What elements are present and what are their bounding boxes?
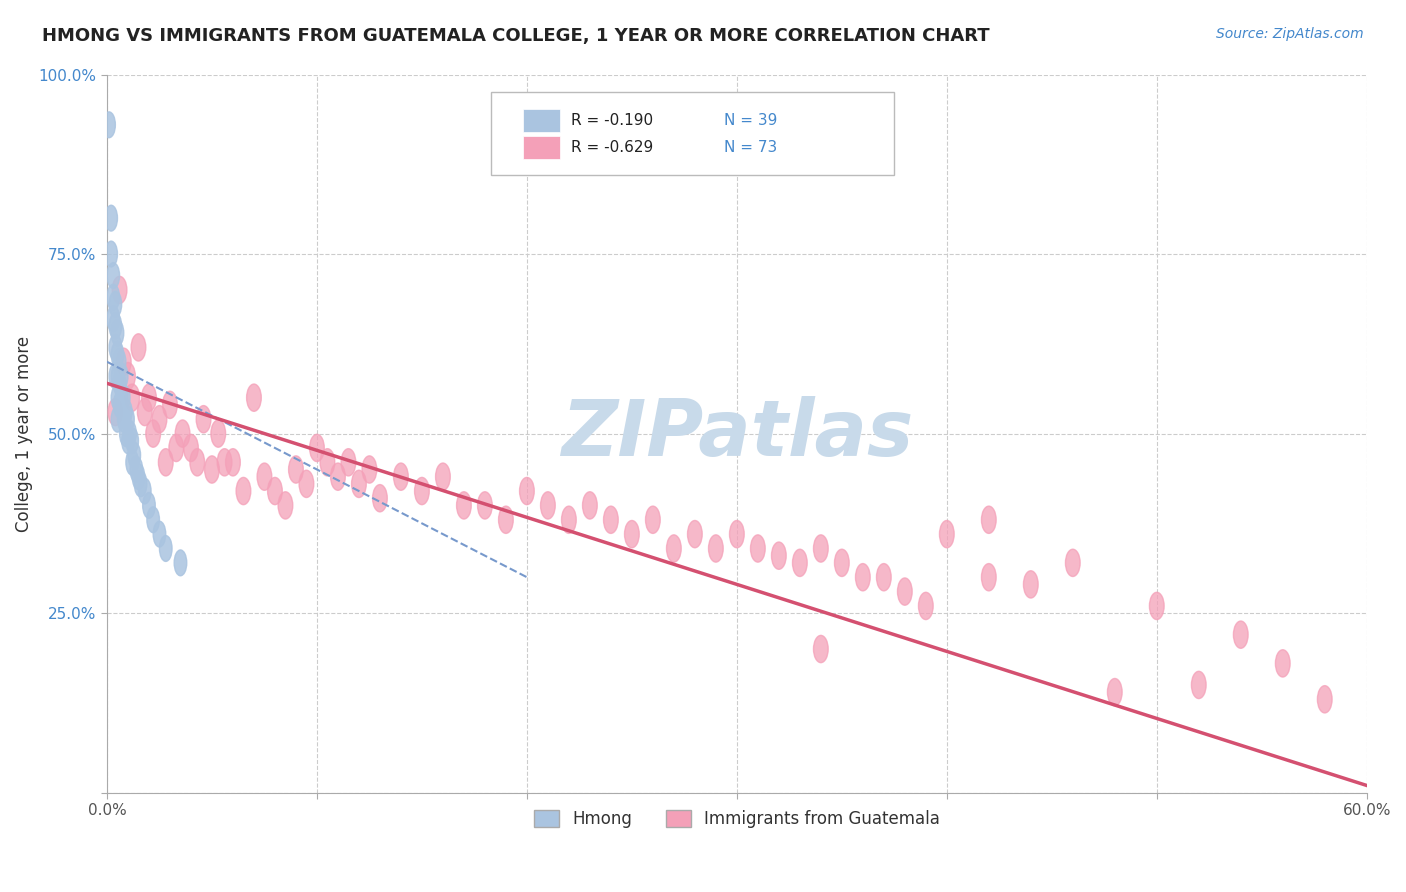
Bar — [523, 136, 561, 160]
FancyBboxPatch shape — [491, 93, 894, 175]
Text: ZIPatlas: ZIPatlas — [561, 395, 912, 472]
Text: N = 39: N = 39 — [724, 113, 778, 128]
Text: N = 73: N = 73 — [724, 140, 778, 155]
Text: R = -0.629: R = -0.629 — [571, 140, 652, 155]
Legend: Hmong, Immigrants from Guatemala: Hmong, Immigrants from Guatemala — [527, 803, 946, 835]
Y-axis label: College, 1 year or more: College, 1 year or more — [15, 335, 32, 532]
Bar — [523, 109, 561, 132]
Text: R = -0.190: R = -0.190 — [571, 113, 652, 128]
Text: HMONG VS IMMIGRANTS FROM GUATEMALA COLLEGE, 1 YEAR OR MORE CORRELATION CHART: HMONG VS IMMIGRANTS FROM GUATEMALA COLLE… — [42, 27, 990, 45]
Text: Source: ZipAtlas.com: Source: ZipAtlas.com — [1216, 27, 1364, 41]
